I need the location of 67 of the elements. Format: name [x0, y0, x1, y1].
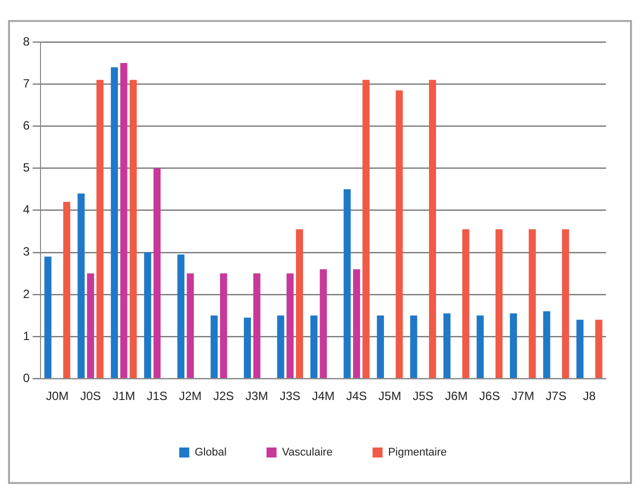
- bar: [44, 256, 52, 378]
- bar: [320, 269, 327, 378]
- bar: [528, 229, 536, 378]
- bar: [595, 320, 602, 378]
- x-tick-label: J3S: [280, 389, 300, 404]
- bar: [310, 315, 318, 378]
- bar: [562, 229, 570, 378]
- bar: [220, 273, 228, 378]
- bar: [63, 202, 70, 378]
- bar: [96, 80, 104, 378]
- x-tick-label: J7M: [512, 389, 534, 404]
- bar: [186, 273, 194, 378]
- legend-label: Pigmentaire: [388, 446, 447, 459]
- bar: [344, 189, 351, 378]
- y-tick-label: 4: [22, 202, 30, 217]
- bar: [296, 229, 304, 378]
- x-tick-label: J7S: [546, 389, 566, 404]
- legend-label: Vasculaire: [282, 446, 333, 459]
- x-tick-label: J6M: [445, 389, 468, 404]
- y-tick-label: 1: [22, 328, 30, 343]
- bar: [510, 313, 517, 378]
- bar: [443, 313, 450, 378]
- y-tick-label: 0: [22, 370, 30, 385]
- bar: [210, 315, 218, 378]
- bar: [396, 90, 403, 378]
- x-tick-label: J1M: [112, 389, 136, 404]
- bar: [78, 193, 85, 378]
- x-tick-label: J2S: [213, 389, 234, 404]
- x-tick-label: J0M: [46, 389, 69, 404]
- y-tick-label: 5: [22, 160, 30, 175]
- bar: [410, 315, 418, 378]
- x-tick-label: J1S: [146, 389, 168, 404]
- x-tick-label: J2M: [178, 389, 202, 404]
- y-tick-label: 8: [22, 34, 30, 48]
- x-tick-label: J8: [583, 389, 596, 404]
- x-tick-label: J4M: [312, 389, 335, 404]
- x-tick-label: J6S: [479, 389, 500, 404]
- y-tick-label: 2: [22, 286, 30, 301]
- bar: [576, 320, 584, 378]
- bar: [110, 67, 118, 378]
- bar: [428, 80, 436, 378]
- bar: [253, 273, 260, 378]
- legend-label: Global: [194, 446, 227, 459]
- bar: [376, 315, 384, 378]
- x-tick-label: J5S: [412, 389, 434, 404]
- bar: [462, 229, 470, 378]
- bar: [87, 273, 94, 378]
- y-tick-label: 6: [22, 118, 30, 132]
- bar: [543, 311, 550, 378]
- x-tick-label: J5M: [378, 389, 402, 404]
- x-tick-label: J4S: [346, 389, 367, 404]
- bar: [120, 63, 128, 378]
- bar: [476, 315, 484, 378]
- bar: [353, 269, 360, 378]
- bar: [496, 229, 503, 378]
- x-tick-label: J0S: [80, 389, 101, 404]
- bar: [286, 273, 294, 378]
- bar: [154, 168, 161, 378]
- bar: [362, 80, 370, 378]
- bar: [144, 252, 152, 378]
- bar: [130, 80, 137, 378]
- y-tick-label: 7: [22, 76, 30, 90]
- x-tick-label: J3M: [245, 389, 268, 404]
- bar: [244, 318, 251, 378]
- bar: [177, 254, 184, 378]
- bar: [277, 315, 284, 378]
- y-tick-label: 3: [22, 244, 30, 259]
